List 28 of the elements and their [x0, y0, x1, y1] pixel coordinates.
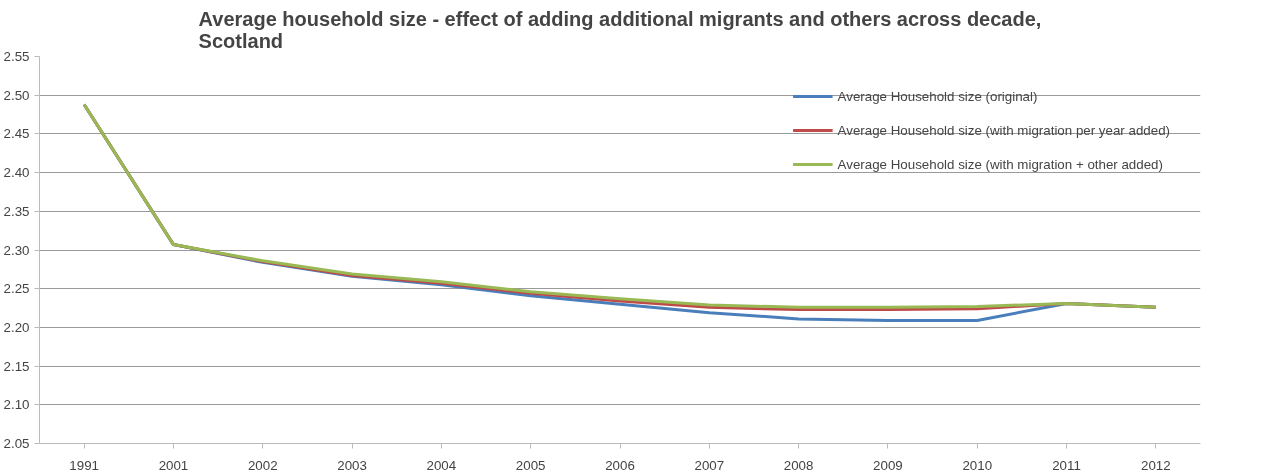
- x-tick-label: 2010: [962, 457, 993, 473]
- x-tick-label: 2008: [783, 457, 814, 473]
- y-tick-label: 2.25: [3, 281, 30, 297]
- y-tick-label: 2.40: [3, 165, 30, 181]
- y-tick-label: 2.55: [3, 49, 30, 64]
- chart-title: Average household size - effect of adding additional migrants and others across decade, Scotland: [198, 7, 1042, 52]
- x-tick-label: 2007: [694, 457, 725, 473]
- x-tick-label: 2004: [426, 457, 457, 473]
- x-tick-label: 2009: [873, 457, 903, 473]
- legend-label: Average Household size (with migration + other added): [837, 156, 1163, 172]
- x-tick-label: 2012: [1141, 457, 1171, 473]
- x-tick-label: 2003: [337, 457, 367, 473]
- y-tick-label: 2.20: [3, 319, 30, 335]
- legend-label: Average Household size (with migration per year added): [837, 122, 1170, 138]
- y-tick-label: 2.50: [3, 87, 30, 103]
- x-tick-label: 1991: [69, 457, 99, 473]
- y-tick-label: 2.35: [3, 203, 30, 219]
- x-tick-label: 2001: [158, 457, 189, 473]
- x-tick-label: 2002: [247, 457, 278, 473]
- y-tick-label: 2.05: [3, 436, 30, 451]
- y-tick-label: 2.45: [3, 126, 30, 142]
- x-tick-label: 2005: [515, 457, 546, 473]
- x-tick-label: 2006: [605, 457, 635, 473]
- y-tick-label: 2.10: [3, 397, 30, 413]
- y-tick-label: 2.15: [3, 358, 30, 374]
- legend-label: Average Household size (original): [837, 88, 1038, 104]
- x-tick-label: 2011: [1052, 457, 1081, 473]
- y-tick-label: 2.30: [3, 242, 30, 258]
